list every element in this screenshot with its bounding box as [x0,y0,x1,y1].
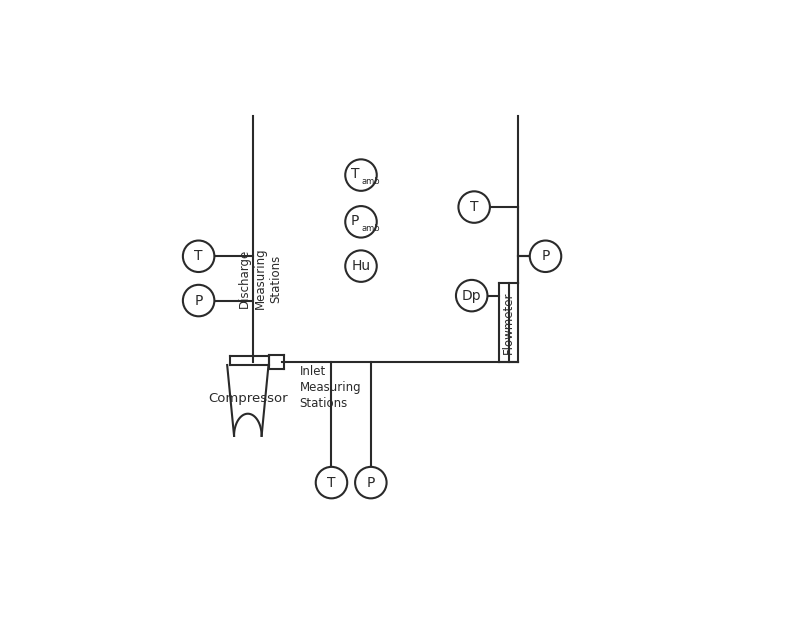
Text: P: P [351,214,359,228]
Text: Flowmeter: Flowmeter [502,291,515,354]
Text: Dp: Dp [462,289,482,303]
Circle shape [345,159,376,191]
Text: amb: amb [361,224,380,233]
Circle shape [316,467,347,498]
Text: P: P [366,475,375,489]
Circle shape [355,467,387,498]
Text: T: T [194,249,203,263]
Text: T: T [351,167,359,181]
Text: P: P [194,293,203,307]
Circle shape [345,250,376,282]
Text: Compressor: Compressor [208,392,288,406]
Circle shape [458,191,490,223]
Text: amb: amb [361,178,380,187]
Text: Hu: Hu [351,259,370,273]
Circle shape [183,240,215,272]
Text: T: T [470,200,479,214]
Text: T: T [327,475,336,489]
Text: Inlet
Measuring
Stations: Inlet Measuring Stations [299,364,361,410]
Text: Discharge
Measuring
Stations: Discharge Measuring Stations [237,247,283,309]
Circle shape [530,240,561,272]
Text: P: P [542,249,549,263]
Circle shape [183,285,215,316]
Circle shape [456,280,487,311]
Circle shape [345,206,376,238]
